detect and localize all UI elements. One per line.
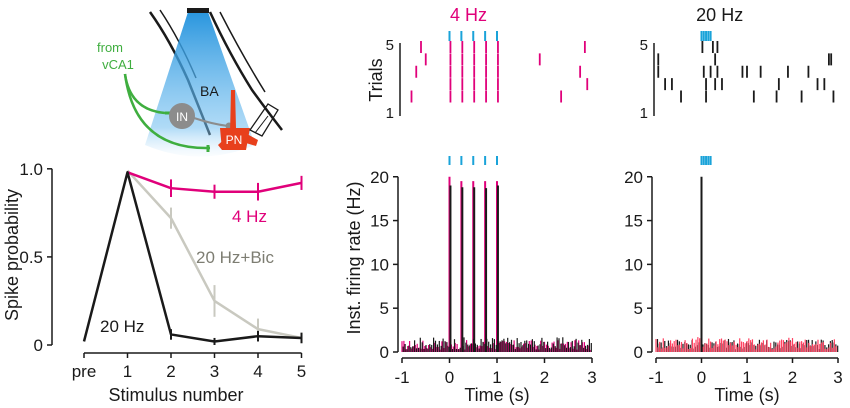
principal-label: PN bbox=[226, 133, 243, 147]
series-label-20hz: 20 Hz bbox=[100, 317, 144, 336]
x-tick-label: -1 bbox=[648, 368, 663, 387]
x-tick-label: 3 bbox=[833, 368, 842, 387]
y-tick-label: 10 bbox=[624, 255, 643, 274]
interneuron-icon bbox=[169, 103, 195, 129]
chart-title: 4 Hz bbox=[450, 5, 487, 25]
electrode-tip bbox=[254, 115, 269, 134]
psth-4hz-chart: 0 5 10 15 20 Inst. firing rate (Hz) -1 0 1 2 3 Time… bbox=[344, 156, 597, 405]
slice-outline-right bbox=[208, 11, 283, 131]
y-tick-label: 20 bbox=[370, 168, 389, 187]
x-axis-label: Stimulus number bbox=[108, 385, 243, 405]
y-tick-label: 15 bbox=[370, 212, 389, 231]
spike-probability-chart: 0 0.5 1.0 pre 1 2 3 4 5 Stimulus number Spike prob… bbox=[2, 160, 306, 405]
x-axis-label: Time (s) bbox=[464, 385, 529, 405]
x-tick-label: pre bbox=[72, 362, 97, 381]
chart-title: 20 Hz bbox=[696, 5, 743, 25]
interneuron-label: IN bbox=[176, 110, 188, 124]
series-label-20hz-bic: 20 Hz+Bic bbox=[196, 248, 274, 267]
x-tick-label: 3 bbox=[210, 362, 219, 381]
x-tick-label: 2 bbox=[166, 362, 175, 381]
y-tick-label: 1 bbox=[640, 105, 648, 122]
series-line bbox=[82, 171, 302, 343]
x-tick-label: 2 bbox=[540, 368, 549, 387]
circuit-schematic: BA from vCA1 IN PN bbox=[97, 8, 283, 157]
x-tick-label: 1 bbox=[742, 368, 751, 387]
y-tick-label: 5 bbox=[634, 299, 643, 318]
input-source-label: vCA1 bbox=[102, 57, 134, 72]
principal-neuron-body bbox=[220, 128, 250, 150]
y-tick-label: 0 bbox=[380, 343, 389, 362]
x-tick-label: 0 bbox=[697, 368, 706, 387]
y-tick-label: 1 bbox=[386, 105, 394, 122]
input-axon-branch bbox=[123, 73, 211, 150]
x-axis-label: Time (s) bbox=[714, 385, 779, 405]
light-source-icon bbox=[187, 8, 209, 13]
y-tick-label: 10 bbox=[370, 255, 389, 274]
x-tick-label: 3 bbox=[587, 368, 596, 387]
y-tick-label: 5 bbox=[640, 37, 648, 54]
slice-outline-right-inner bbox=[219, 11, 266, 93]
x-tick-label: 1 bbox=[492, 368, 501, 387]
series-label-4hz: 4 Hz bbox=[232, 207, 267, 226]
y-tick-label: 15 bbox=[624, 212, 643, 231]
y-tick-label: 0 bbox=[634, 343, 643, 362]
y-tick-label: 1.0 bbox=[19, 160, 43, 179]
raster-20hz-chart: 20 Hz 5 1 bbox=[640, 5, 835, 122]
y-axis-label: Spike probability bbox=[2, 189, 22, 321]
x-tick-label: 0 bbox=[445, 368, 454, 387]
region-label: BA bbox=[200, 83, 219, 99]
psth-20hz-chart: 0 5 10 15 20 -1 0 1 2 3 Time (s) bbox=[624, 156, 843, 405]
y-axis-label: Inst. firing rate (Hz) bbox=[344, 181, 364, 334]
x-tick-label: -1 bbox=[394, 368, 409, 387]
y-tick-label: 0.5 bbox=[19, 248, 43, 267]
y-tick-label: 20 bbox=[624, 168, 643, 187]
y-tick-label: 5 bbox=[380, 299, 389, 318]
electrode-icon bbox=[249, 103, 279, 137]
x-tick-label: 4 bbox=[253, 362, 262, 381]
y-tick-label: 0 bbox=[34, 336, 43, 355]
x-tick-label: 1 bbox=[123, 362, 132, 381]
input-from-label: from bbox=[97, 40, 123, 55]
y-tick-label: 5 bbox=[386, 37, 394, 54]
y-axis-label: Trials bbox=[366, 58, 386, 101]
interneuron-axon bbox=[193, 117, 229, 127]
x-tick-label: 5 bbox=[297, 362, 306, 381]
x-tick-label: 2 bbox=[788, 368, 797, 387]
